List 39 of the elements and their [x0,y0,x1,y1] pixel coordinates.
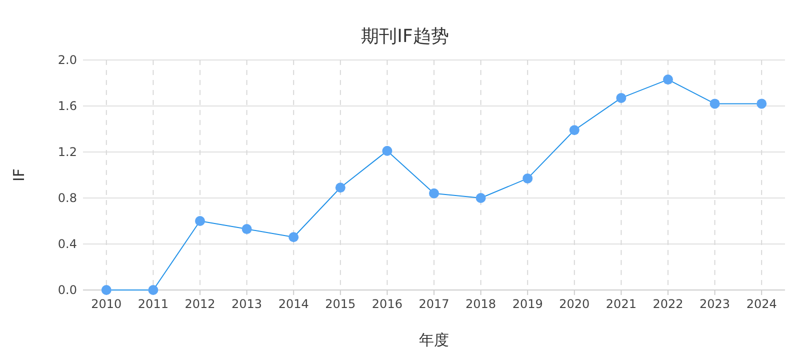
x-axis-title: 年度 [419,331,449,349]
point [101,285,112,295]
x-tick-label: 2016 [372,297,402,311]
point [663,74,673,85]
x-tick-label: 2021 [606,297,636,311]
x-tick-label: 2022 [652,297,684,311]
point [288,232,299,242]
x-tick-label: 2020 [559,297,590,311]
x-tick-label: 2024 [746,297,777,311]
point [195,216,205,226]
x-tick-label: 2011 [138,297,168,311]
point [335,182,346,193]
x-tick-label: 2017 [418,297,450,311]
y-tick-label: 1.6 [58,99,77,113]
x-tick-label: 2014 [278,297,309,311]
point [710,98,720,109]
point [242,224,252,234]
x-tick-label: 2013 [232,297,262,311]
x-tick-label: 2018 [466,297,496,311]
point [522,173,533,184]
point [569,125,580,136]
point [616,92,626,103]
x-tick-label: 2023 [700,297,730,311]
point [429,188,439,198]
x-tick-label: 2010 [91,297,122,311]
y-axis-title: IF [10,168,28,182]
x-tick-label: 2012 [184,297,216,311]
point [148,285,158,295]
point [476,193,486,203]
y-tick-label: 1.2 [58,145,77,159]
x-tick-label: 2015 [325,297,356,311]
y-tick-label: 0.8 [58,191,77,205]
y-tick-label: 0.0 [58,283,77,297]
y-tick-label: 0.4 [58,237,77,251]
y-tick-label: 2.0 [58,53,77,67]
x-tick-label: 2019 [512,297,543,311]
chart-title: 期刊IF趋势 [361,26,449,47]
point [382,146,392,156]
point [756,98,767,109]
